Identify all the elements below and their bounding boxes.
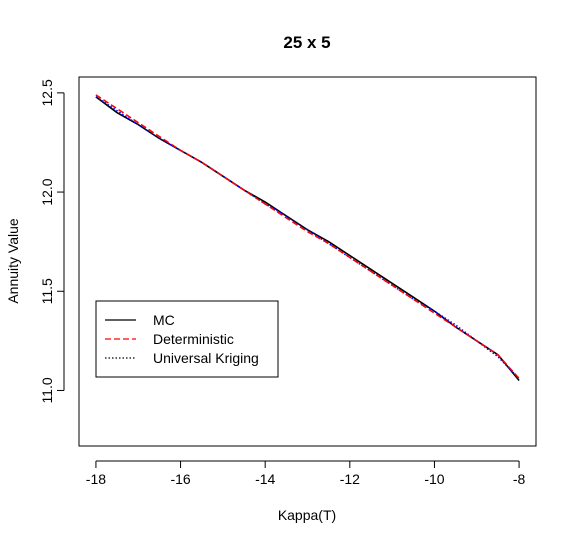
y-axis-label: Annuity Value [5,218,21,304]
series-line-universal-kriging [95,96,520,380]
y-tick-label: 12.5 [39,79,55,106]
x-axis: -18 -16 -14 -12 -10 -8 [86,460,526,487]
x-tick-label: -14 [255,471,275,487]
series-line-deterministic [95,94,520,379]
chart-title: 25 x 5 [283,33,330,52]
x-tick-label: -18 [86,471,106,487]
x-tick-label: -8 [513,471,526,487]
x-tick-label: -10 [424,471,444,487]
x-tick-label: -16 [170,471,190,487]
y-tick-label: 11.0 [39,377,55,403]
legend-label: Universal Kriging [153,350,259,366]
x-axis-label: Kappa(T) [278,507,336,523]
x-tick-label: -12 [340,471,360,487]
legend-label: MC [153,312,175,328]
legend-label: Deterministic [153,331,234,347]
plot-frame [78,76,537,447]
y-axis: 11.0 11.5 12.0 12.5 [39,79,65,404]
series-layer [95,94,520,382]
legend: MC Deterministic Universal Kriging [95,300,279,378]
y-tick-label: 12.0 [39,178,55,205]
y-tick-label: 11.5 [39,278,55,304]
